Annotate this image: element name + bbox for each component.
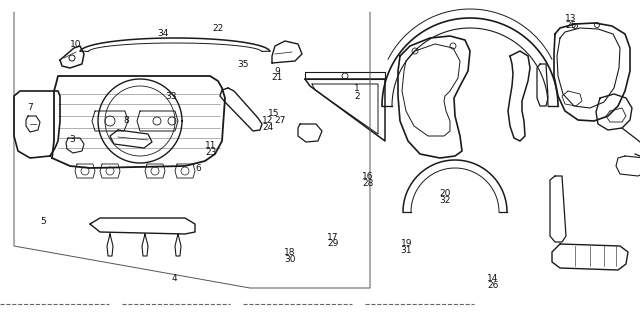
Text: 34: 34 xyxy=(157,29,169,38)
Text: 4: 4 xyxy=(172,274,177,283)
Text: 23: 23 xyxy=(205,148,217,157)
Text: 5: 5 xyxy=(41,217,46,226)
Text: 26: 26 xyxy=(487,282,499,290)
Text: 15: 15 xyxy=(268,109,280,118)
Text: 7: 7 xyxy=(28,103,33,112)
Text: 28: 28 xyxy=(362,179,374,188)
Text: 6: 6 xyxy=(196,164,201,173)
Text: 16: 16 xyxy=(362,172,374,181)
Text: 32: 32 xyxy=(439,196,451,205)
Text: 35: 35 xyxy=(237,60,249,69)
Text: 12: 12 xyxy=(262,116,273,125)
Text: 9: 9 xyxy=(275,67,280,76)
Text: 24: 24 xyxy=(262,123,273,131)
Text: 19: 19 xyxy=(401,239,412,248)
Text: 31: 31 xyxy=(401,246,412,255)
Text: 27: 27 xyxy=(275,116,286,125)
Text: 29: 29 xyxy=(327,240,339,248)
Text: 18: 18 xyxy=(284,248,296,257)
Text: 3: 3 xyxy=(69,135,74,144)
Text: 33: 33 xyxy=(166,92,177,101)
Text: 13: 13 xyxy=(565,15,577,23)
Text: 14: 14 xyxy=(487,274,499,283)
Text: 17: 17 xyxy=(327,233,339,242)
Text: 21: 21 xyxy=(271,73,283,82)
Text: 11: 11 xyxy=(205,141,217,150)
Text: 1: 1 xyxy=(355,84,360,93)
Text: 2: 2 xyxy=(355,92,360,101)
Text: 20: 20 xyxy=(439,189,451,198)
Text: 30: 30 xyxy=(284,255,296,264)
Text: 22: 22 xyxy=(212,24,223,33)
Text: 25: 25 xyxy=(565,21,577,30)
Text: 10: 10 xyxy=(70,40,81,49)
Text: 8: 8 xyxy=(124,116,129,125)
